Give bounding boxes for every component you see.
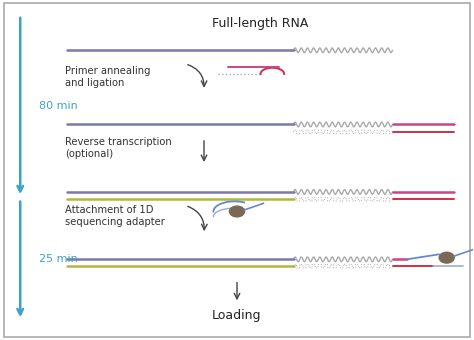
Text: 80 min: 80 min [39,101,78,111]
Text: Loading: Loading [212,308,262,322]
Text: Full-length RNA: Full-length RNA [212,17,309,30]
Text: Attachment of 1D
sequencing adapter: Attachment of 1D sequencing adapter [65,205,165,227]
Text: 25 min: 25 min [39,254,78,265]
Text: Reverse transcription
(optional): Reverse transcription (optional) [65,137,172,159]
Circle shape [229,206,245,217]
Circle shape [439,252,454,263]
Text: Primer annealing
and ligation: Primer annealing and ligation [65,66,151,88]
FancyBboxPatch shape [4,3,470,337]
